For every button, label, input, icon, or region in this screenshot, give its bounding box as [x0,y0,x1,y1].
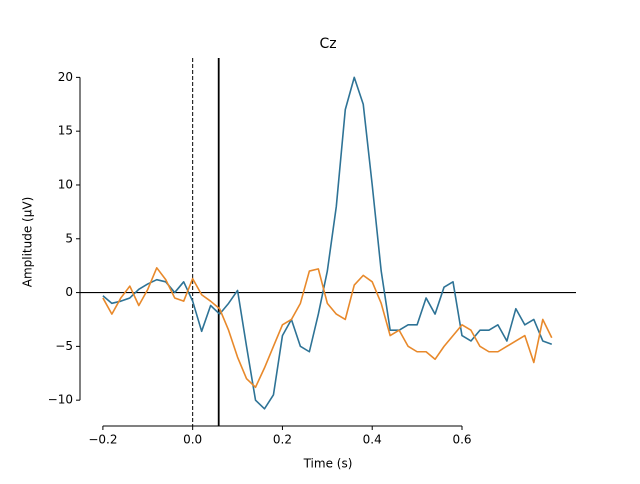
y-tick-label: −5 [55,339,73,353]
y-tick-label: 15 [58,124,73,138]
x-tick-label: −0.2 [88,433,117,447]
y-tick-label: 0 [65,285,73,299]
chart-title: Cz [319,36,336,52]
x-tick-label: 0.4 [363,433,382,447]
x-tick-label: 0.6 [452,433,471,447]
y-tick-label: 10 [58,177,73,191]
y-tick-label: −10 [48,393,73,407]
y-axis-label: Amplitude (µV) [21,197,35,288]
x-tick-label: 0.0 [183,433,202,447]
y-tick-label: 20 [58,70,73,84]
series-line [102,267,553,389]
x-axis-label: Time (s) [303,457,353,471]
x-tick-label: 0.2 [273,433,292,447]
y-tick-label: 5 [65,231,73,245]
series-line [102,76,553,410]
